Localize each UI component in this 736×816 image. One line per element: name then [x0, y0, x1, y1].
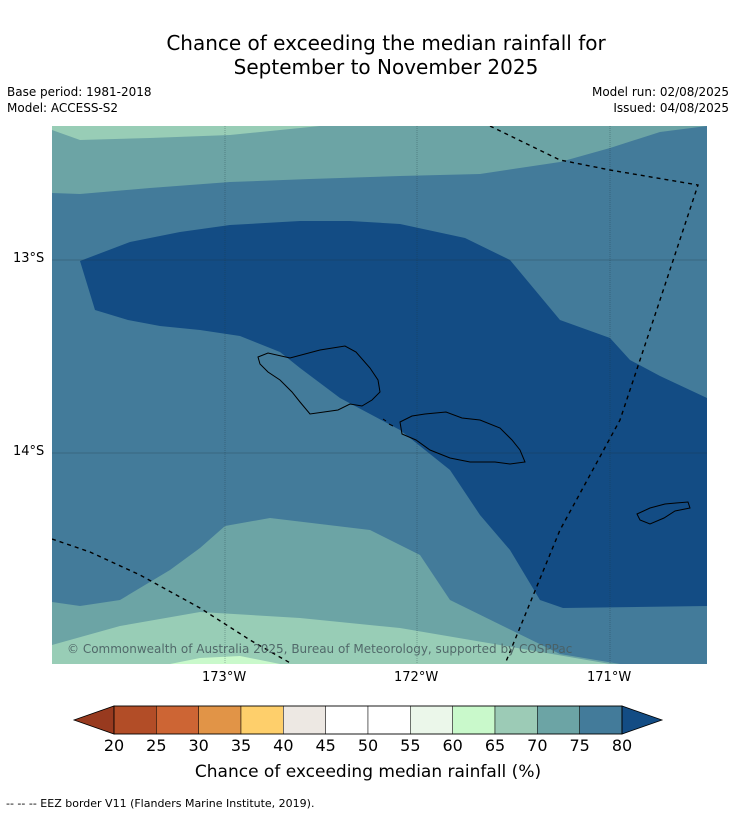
model-name: Model: ACCESS-S2 — [7, 101, 119, 115]
contour-80-band — [80, 221, 707, 608]
lon-label-171w: 171°W — [587, 670, 632, 685]
colorbar-tick-label: 45 — [315, 736, 336, 755]
colorbar-outline — [113, 705, 623, 735]
colorbar-tick-label: 70 — [527, 736, 548, 755]
model-run: Model run: 02/08/2025 — [591, 85, 729, 99]
colorbar-tick-label: 35 — [230, 736, 252, 755]
colorbar — [72, 705, 664, 735]
meta-right: Model run: 02/08/2025 Issued: 04/08/2025 — [592, 84, 729, 116]
colorbar-tick-label: 40 — [273, 736, 294, 755]
colorbar-bin — [367, 705, 411, 735]
colorbar-tick-label: 75 — [569, 736, 590, 755]
islands — [257, 345, 691, 525]
savaii-island — [257, 345, 381, 415]
colorbar-under-arrow — [72, 705, 115, 735]
colorbar-bin — [494, 705, 538, 735]
colorbar-tick-label: 25 — [146, 736, 167, 755]
colorbar-over-arrow — [621, 705, 664, 735]
colorbar-bin — [537, 705, 580, 735]
colorbar-bin — [198, 705, 242, 735]
colorbar-bin — [113, 705, 157, 735]
colorbar-tick-label: 80 — [611, 736, 633, 755]
eez-footnote: -- -- -- EEZ border V11 (Flanders Marine… — [6, 797, 315, 810]
issued-date: Issued: 04/08/2025 — [613, 101, 729, 115]
upolu-island — [399, 411, 526, 465]
colorbar-tick-label: 65 — [484, 736, 506, 755]
lon-label-173w: 173°W — [202, 670, 247, 685]
tutuila-island — [636, 501, 691, 525]
colorbar-tick-label: 55 — [400, 736, 421, 755]
lat-label-14s: 14°S — [13, 444, 45, 459]
colorbar-bin — [283, 705, 326, 735]
graticule — [52, 126, 707, 664]
eez-border-east — [489, 126, 699, 664]
colorbar-bin — [410, 705, 453, 735]
colorbar-bin — [156, 705, 199, 735]
lon-label-172w: 172°W — [394, 670, 439, 685]
manono-islet — [382, 418, 394, 427]
colorbar-bin — [325, 705, 369, 735]
lat-label-13s: 13°S — [13, 251, 45, 266]
colorbar-bin — [240, 705, 284, 735]
colorbar-tick-label: 20 — [103, 736, 125, 755]
meta-left: Base period: 1981-2018 Model: ACCESS-S2 — [7, 84, 152, 116]
eez-border — [52, 126, 699, 664]
colorbar-bin — [579, 705, 623, 735]
colorbar-tick-label: 30 — [188, 736, 209, 755]
chart-title-line-1: Chance of exceeding the median rainfall … — [166, 31, 606, 55]
chart-title-line-2: September to November 2025 — [233, 55, 539, 79]
eez-border-southwest — [52, 538, 293, 664]
colorbar-tick-label: 50 — [357, 736, 379, 755]
base-period: Base period: 1981-2018 — [7, 85, 152, 99]
map-contours — [52, 126, 707, 664]
colorbar-tick-label: 60 — [442, 736, 463, 755]
colorbar-bin — [452, 705, 496, 735]
colorbar-title: Chance of exceeding median rainfall (%) — [194, 762, 542, 782]
copyright-notice: © Commonwealth of Australia 2025, Bureau… — [67, 642, 573, 656]
